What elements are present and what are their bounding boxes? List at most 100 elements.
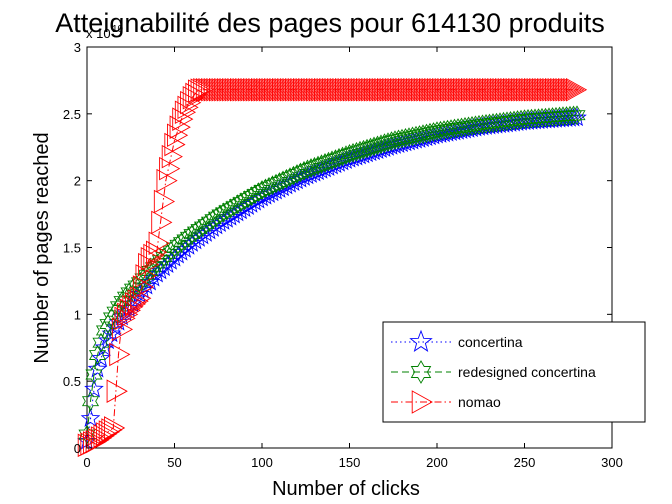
- y-tick-label: 1.5: [63, 241, 81, 256]
- y-tick-label: 1: [74, 307, 81, 322]
- series-3-point: [117, 353, 120, 355]
- series-2-marker: [358, 138, 376, 159]
- legend-label: nomao: [458, 394, 501, 410]
- series-3-marker: [489, 78, 512, 102]
- series-2-marker: [92, 332, 110, 353]
- series-2-marker: [568, 105, 586, 126]
- series-1-marker: [458, 119, 479, 138]
- series-3-marker: [117, 302, 139, 327]
- series-2-marker: [361, 137, 380, 158]
- series-3-marker: [500, 78, 522, 102]
- series-1-marker: [91, 348, 111, 367]
- series-3-marker: [471, 78, 493, 102]
- series-3-marker: [103, 416, 126, 440]
- series-3-point: [348, 89, 351, 91]
- series-3-marker: [109, 342, 131, 367]
- series-3-marker: [461, 78, 483, 102]
- y-tick-label: 0: [74, 441, 81, 456]
- series-2-marker: [323, 150, 341, 171]
- series-2-marker: [326, 149, 345, 169]
- series-3-marker: [300, 78, 323, 102]
- series-1-marker: [87, 358, 108, 378]
- series-3-marker: [534, 78, 556, 102]
- series-3-marker: [398, 78, 420, 102]
- series-3-marker: [432, 78, 454, 102]
- series-2-marker: [344, 143, 362, 163]
- series-2-marker: [165, 237, 184, 258]
- series-3-marker: [111, 317, 134, 342]
- series-3-point: [103, 434, 106, 436]
- series-3-marker: [138, 252, 160, 277]
- series-3-marker: [119, 298, 141, 323]
- series-3-marker: [516, 78, 538, 102]
- series-2-marker: [372, 134, 390, 155]
- series-1-point: [95, 373, 97, 376]
- series-2-line: [86, 114, 578, 435]
- series-3-marker: [316, 78, 338, 102]
- y-tick-label: 0.5: [63, 374, 81, 389]
- legend-marker-icon: [409, 329, 433, 352]
- series-1-marker: [490, 114, 510, 134]
- series-1-point: [217, 224, 219, 226]
- series-2-marker: [309, 155, 327, 176]
- series-3-marker: [151, 210, 173, 235]
- series-3-marker: [356, 78, 378, 102]
- series-3-marker: [374, 78, 396, 102]
- series-1-marker: [122, 293, 143, 313]
- series-3-point: [147, 260, 149, 262]
- x-tick-label: 150: [339, 455, 361, 470]
- series-2-marker: [134, 268, 152, 289]
- series-3-marker: [172, 107, 194, 131]
- series-3-marker: [243, 78, 265, 102]
- series-2-marker: [316, 153, 334, 173]
- series-1-marker: [462, 118, 482, 138]
- series-2-marker: [305, 156, 324, 177]
- series-3-marker: [201, 78, 223, 102]
- series-2-marker: [193, 216, 212, 237]
- series-3-marker: [106, 379, 128, 403]
- series-1-marker: [500, 113, 521, 132]
- series-2-marker: [214, 202, 233, 223]
- series-3-marker: [384, 78, 407, 102]
- series-2-marker: [144, 257, 163, 278]
- series-3-point: [156, 249, 158, 251]
- series-2-marker: [330, 147, 348, 168]
- series-3-marker: [240, 78, 262, 102]
- series-2-point: [436, 130, 438, 132]
- series-3-marker: [190, 78, 212, 102]
- series-3-marker: [358, 78, 380, 102]
- series-2-point: [138, 281, 141, 283]
- series-1-marker: [455, 119, 475, 139]
- series-2-marker: [466, 115, 485, 136]
- series-2-marker: [183, 224, 201, 244]
- series-2-point: [480, 123, 482, 126]
- series-2-marker: [480, 113, 499, 134]
- x-tick-label: 0: [83, 455, 90, 470]
- series-2-marker: [298, 159, 317, 180]
- series-1-marker: [483, 115, 503, 135]
- series-3-marker: [93, 424, 115, 448]
- series-3-marker: [447, 78, 470, 102]
- x-tick-label: 50: [167, 455, 181, 470]
- series-3-marker: [258, 78, 281, 102]
- series-1-marker: [476, 116, 496, 135]
- series-3-marker: [332, 78, 354, 102]
- series-2-point: [112, 313, 114, 315]
- series-3-point: [95, 440, 97, 442]
- series-3-marker: [563, 78, 585, 102]
- series-3-marker: [272, 78, 294, 102]
- series-2-marker: [340, 144, 359, 164]
- series-3-marker: [180, 90, 202, 115]
- series-2-marker: [172, 232, 191, 253]
- series-3-point: [196, 90, 198, 92]
- series-3-marker: [88, 428, 110, 452]
- series-3-point: [173, 140, 176, 142]
- series-3-marker: [169, 115, 191, 139]
- series-2-marker: [242, 186, 261, 206]
- series-1-point: [89, 418, 92, 420]
- series-3-marker: [166, 123, 189, 147]
- series-2-marker: [120, 282, 138, 303]
- series-2-point: [173, 246, 176, 249]
- x-tick-label: 100: [251, 455, 273, 470]
- series-3-marker: [96, 422, 118, 446]
